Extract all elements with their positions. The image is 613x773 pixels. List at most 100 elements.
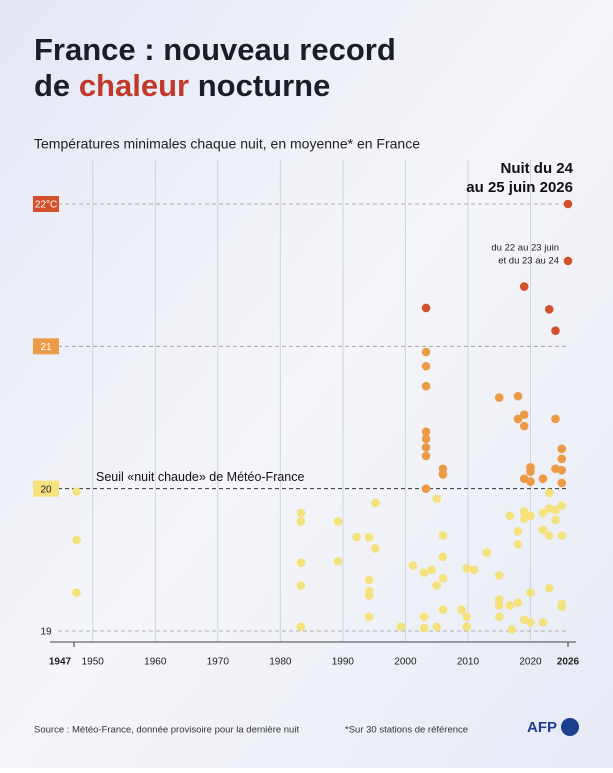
point [364,591,374,600]
point [419,568,429,577]
point [427,565,436,575]
point [482,548,492,558]
point [538,474,548,484]
logo-mark [561,718,579,736]
point [72,535,81,545]
title-line1: France : nouveau record [34,32,396,67]
point [469,565,479,575]
x-tick-label: 2020 [519,657,542,668]
point [419,623,429,633]
point [494,601,504,610]
point [513,527,523,536]
point [462,564,471,573]
point [421,361,431,371]
point [505,511,515,521]
y-tick-label: 19 [40,627,52,638]
y-tick-label: 20 [40,484,52,495]
point [519,410,529,419]
point [557,454,567,464]
point [333,556,343,566]
point [557,478,567,488]
point [563,256,573,266]
point [419,612,429,622]
point [538,508,548,518]
plot: 1947 1950 1960 1970 1980 1990 2000 2010 2020 2026… [33,160,580,668]
point [364,575,374,585]
point [526,467,535,476]
point [371,544,380,553]
x-tick-label: 1970 [207,657,230,668]
y-tick-box [33,196,59,212]
point [526,477,535,486]
point [519,507,529,516]
point [421,451,431,461]
x-tick-label: 2000 [394,657,417,668]
point [519,421,529,431]
point [364,532,374,542]
title-highlight: chaleur [79,68,189,103]
point [364,612,374,622]
source: Source : Météo-France, donnée provisoire… [34,725,299,736]
point [551,326,560,335]
x-tick-label: 1947 [49,657,72,668]
point [513,598,523,607]
point [421,434,431,444]
annotation-secondary: et du 23 au 24 [498,256,559,267]
point [408,561,418,570]
point [551,515,560,525]
x-tick-label: 1950 [82,657,105,668]
point [462,622,471,632]
x-tick-label: 1980 [269,657,292,668]
point [551,414,560,424]
point [544,531,554,540]
point [494,393,504,402]
point [296,558,306,567]
point [352,532,361,542]
point [438,470,448,479]
point [526,511,535,521]
x-tick-label: 2026 [557,657,580,668]
point [432,622,441,632]
y-tick-label: 21 [40,342,52,353]
point [333,517,343,526]
point [544,584,554,593]
point [421,347,431,357]
point [557,602,567,612]
point [494,612,504,622]
annotation-secondary: du 22 au 23 juin [491,243,559,254]
point [563,199,573,209]
point [421,443,431,452]
point [296,517,306,526]
point [296,622,306,632]
point [519,282,529,291]
point [438,531,448,540]
point [432,581,441,590]
point [538,525,548,535]
point [557,465,567,475]
subtitle: Températures minimales chaque nuit, en m… [34,136,420,152]
point [72,588,81,597]
point [72,487,81,496]
point [438,605,448,614]
title-part: nocturne [198,68,331,103]
point [507,625,517,634]
threshold-label: Seuil «nuit chaude» de Météo-France [96,470,305,484]
point [438,574,448,583]
point [421,484,431,493]
point [513,539,523,549]
point [557,531,567,540]
point [457,605,466,614]
point [371,498,380,508]
point [526,588,535,597]
point [557,501,567,511]
point [396,622,406,632]
point [462,612,471,622]
point [557,444,567,454]
y-tick-label: 22°C [35,200,57,211]
annotation-main: Nuit du 24 [500,160,573,177]
title-part: de [34,68,70,103]
point [551,505,560,515]
